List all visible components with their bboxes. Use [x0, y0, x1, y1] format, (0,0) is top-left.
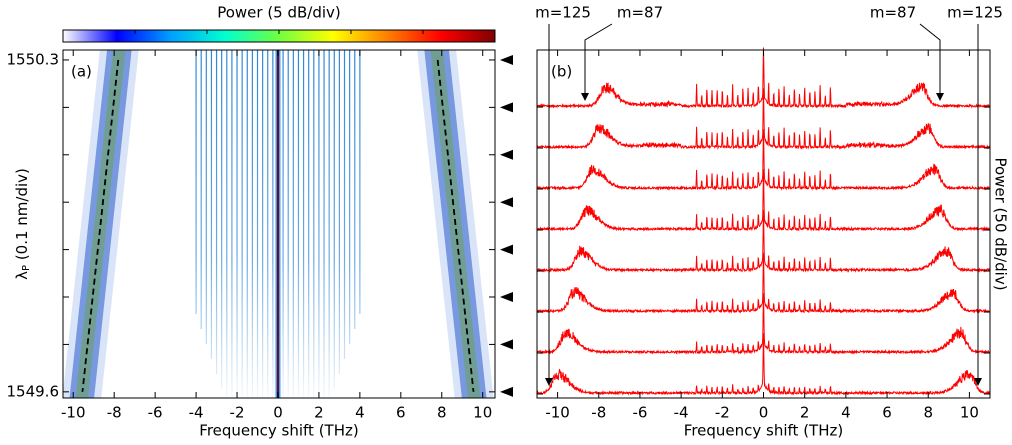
- panel-label: (b): [551, 63, 572, 81]
- colorbar-label: Power (5 dB/div): [217, 4, 341, 22]
- x-tick-label: 0: [273, 404, 283, 422]
- x-tick-label: 8: [437, 404, 447, 422]
- x-tick-label: -10: [61, 404, 86, 422]
- spectrum: [536, 293, 991, 355]
- x-tick-label: -4: [674, 404, 689, 422]
- pump-marker: [500, 197, 513, 208]
- spectrum: [536, 88, 991, 150]
- x-tick-label: 0: [759, 404, 769, 422]
- x-tick-label: 4: [841, 404, 851, 422]
- x-tick-label: -10: [545, 404, 570, 422]
- plot-area: [63, 50, 494, 398]
- x-tick-label: 4: [355, 404, 365, 422]
- pump-marker: [500, 102, 513, 113]
- pump-marker: [500, 292, 513, 303]
- x-tick-label: -6: [632, 404, 647, 422]
- annotation: m=125: [535, 4, 591, 22]
- annotation-arrow: [919, 23, 944, 101]
- annotation-arrow: [581, 23, 613, 101]
- spectrum: [536, 129, 991, 191]
- x-tick-label: -8: [591, 404, 606, 422]
- y-label-sub: P: [21, 265, 32, 271]
- x-tick-label: -6: [148, 404, 163, 422]
- spectrum: [536, 47, 991, 109]
- x-tick-label: -4: [189, 404, 204, 422]
- spectrum: [536, 333, 991, 396]
- x-tick-label: 10: [473, 404, 492, 422]
- y-axis-label: λP (0.1 nm/div): [13, 168, 33, 280]
- y-label-symbol: λ: [13, 271, 31, 280]
- x-tick-label: -2: [715, 404, 730, 422]
- annotation: m=87: [870, 4, 916, 22]
- x-axis-label: Frequency shift (THz): [199, 422, 358, 440]
- panel-label: (a): [71, 63, 92, 81]
- pump-marker: [500, 244, 513, 255]
- pump-marker: [500, 149, 513, 160]
- y-tick-label: 1550.3: [7, 50, 60, 68]
- frame: [62, 49, 496, 399]
- sideband-fit: [436, 59, 475, 392]
- spectrum: [536, 169, 991, 232]
- pump-marker: [500, 386, 513, 397]
- x-tick-label: 10: [960, 404, 979, 422]
- annotation: m=87: [617, 4, 663, 22]
- x-axis-label: Frequency shift (THz): [684, 422, 843, 440]
- y-tick-label: 1549.6: [7, 382, 60, 400]
- y-axis-label-right: Power (50 dB/div): [992, 157, 1010, 290]
- annotation: m=125: [947, 4, 1003, 22]
- x-tick-label: 6: [396, 404, 406, 422]
- x-tick-label: -2: [230, 404, 245, 422]
- x-tick-label: 2: [314, 404, 324, 422]
- spectrum: [536, 252, 991, 314]
- spectrum: [536, 210, 991, 273]
- pump-marker: [500, 339, 513, 350]
- sideband-fit: [81, 59, 120, 392]
- pump-marker: [500, 54, 513, 65]
- y-label-rest: (0.1 nm/div): [13, 168, 31, 265]
- x-tick-label: 2: [800, 404, 810, 422]
- x-tick-label: 6: [882, 404, 892, 422]
- x-tick-label: -8: [107, 404, 122, 422]
- x-tick-label: 8: [923, 404, 933, 422]
